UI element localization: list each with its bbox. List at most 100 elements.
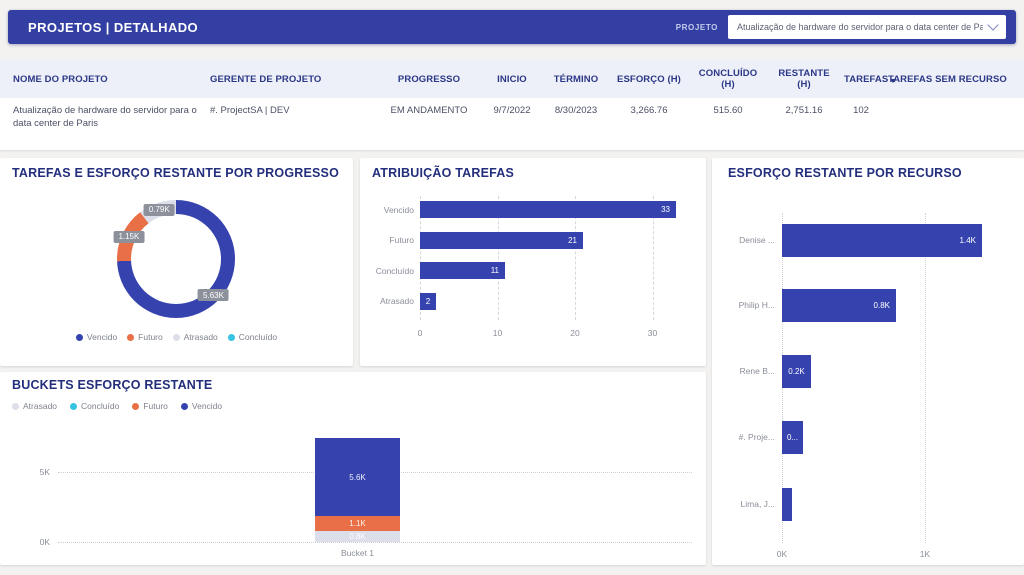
column-header[interactable]: NOME DO PROJETO xyxy=(13,73,108,85)
category-label: #. Proje... xyxy=(738,432,775,442)
bar[interactable] xyxy=(420,201,676,218)
bar-value-label: 0.8K xyxy=(873,300,890,310)
category-label: Philip H... xyxy=(738,300,775,310)
donut-hole xyxy=(131,214,221,304)
bar[interactable] xyxy=(782,420,803,454)
legend-label: Futuro xyxy=(143,401,168,411)
legend-item[interactable]: Vencido xyxy=(75,332,118,342)
legend-item[interactable]: Vencido xyxy=(180,401,223,411)
column-header[interactable]: ESFORÇO (H) xyxy=(617,73,681,85)
card-atribuicao-tarefas: ATRIBUIÇÃO TAREFAS Vencido 33 Futuro 21 Conc… xyxy=(360,158,706,366)
table-row[interactable]: Atualização de hardware do servidor para… xyxy=(0,98,1024,131)
gridline xyxy=(925,213,926,543)
bar-value-label: 0.8K xyxy=(349,532,366,541)
gridline xyxy=(575,196,576,320)
bar[interactable] xyxy=(420,231,583,249)
column-header[interactable]: RESTANTE (H) xyxy=(778,68,830,90)
column-header[interactable]: PROGRESSO xyxy=(397,73,461,85)
legend-dot-icon xyxy=(172,333,180,341)
category-label: Lima, J... xyxy=(740,499,775,509)
legend-dot-icon xyxy=(70,402,78,410)
page-title: PROJETOS | DETALHADO xyxy=(28,19,199,35)
legend-item[interactable]: Atrasado xyxy=(172,332,218,342)
table-cell: Atualização de hardware do servidor para… xyxy=(13,105,197,129)
card-title: TAREFAS E ESFORÇO RESTANTE POR PROGRESSO xyxy=(12,166,340,180)
axis-tick-label: 0K xyxy=(776,549,788,559)
card-title: ATRIBUIÇÃO TAREFAS xyxy=(372,166,515,180)
table-header-row: NOME DO PROJETO GERENTE DE PROJETO PROGRES… xyxy=(0,60,1024,98)
column-header[interactable]: TAREFAS xyxy=(844,73,889,85)
bar[interactable] xyxy=(420,262,505,279)
column-header[interactable]: GERENTE DE PROJETO xyxy=(210,73,322,85)
legend-label: Vencido xyxy=(86,332,118,342)
legend-dot-icon xyxy=(180,402,188,410)
sort-descending-icon xyxy=(890,78,896,83)
axis-tick-label: 20 xyxy=(570,328,580,338)
data-label: 1.15K xyxy=(113,230,145,243)
legend-label: Atrasado xyxy=(183,332,218,342)
bar-value-label: 5.6K xyxy=(349,472,366,482)
legend-dot-icon xyxy=(227,333,235,341)
category-label: Denise ... xyxy=(739,235,775,245)
legend-dot-icon xyxy=(75,333,83,341)
bar[interactable] xyxy=(782,288,896,322)
project-filter: PROJETO Atualização de hardware do servi… xyxy=(676,15,1006,39)
table-cell: 515.60 xyxy=(713,105,743,116)
bar-value-label: 1.4K xyxy=(959,235,976,245)
stacked-bar-segment[interactable] xyxy=(315,531,400,542)
legend-label: Atrasado xyxy=(23,401,58,411)
bar[interactable] xyxy=(420,292,436,310)
legend-dot-icon xyxy=(132,402,140,410)
legend-dot-icon xyxy=(127,333,135,341)
bar-value-label: 0.2K xyxy=(788,366,805,376)
legend-item[interactable]: Concluído xyxy=(70,401,119,411)
donut-legend: Vencido Futuro Atrasado Concluído xyxy=(0,332,353,342)
legend-item[interactable]: Concluído xyxy=(227,332,278,342)
gridline xyxy=(652,196,654,320)
card-esforco-restante-recurso: ESFORÇO RESTANTE POR RECURSO Denise ... 1… xyxy=(712,158,1024,565)
axis-tick-label: 10 xyxy=(492,328,503,338)
legend-item[interactable]: Futuro xyxy=(127,332,163,342)
table-cell: 9/7/2022 xyxy=(493,105,531,116)
stacked-bar-segment[interactable] xyxy=(315,516,400,531)
project-filter-label: PROJETO xyxy=(675,22,718,32)
bar-value-label: 0... xyxy=(786,432,799,442)
bar-value-label: 33 xyxy=(661,205,670,214)
axis-tick-label: 0 xyxy=(417,328,423,338)
table-cell: 8/30/2023 xyxy=(554,105,598,116)
card-buckets-esforco-restante: BUCKETS ESFORÇO RESTANTE Atrasado Concluí… xyxy=(0,372,706,565)
legend-label: Vencido xyxy=(191,401,223,411)
project-dropdown[interactable]: Atualização de hardware do servidor para… xyxy=(728,15,1006,39)
bar-value-label: 21 xyxy=(568,235,577,245)
header-bar: PROJETOS | DETALHADO PROJETO Atualização… xyxy=(8,10,1016,44)
column-header[interactable]: TÉRMINO xyxy=(553,73,599,85)
axis-tick-label: 5K xyxy=(39,467,50,477)
table-cell: EM ANDAMENTO xyxy=(390,105,468,116)
legend-item[interactable]: Futuro xyxy=(132,401,168,411)
axis-tick-label: 0K xyxy=(39,537,50,547)
category-label: Bucket 1 xyxy=(340,548,375,558)
bar[interactable] xyxy=(782,354,811,388)
gridline xyxy=(497,196,499,320)
bar[interactable] xyxy=(782,487,792,521)
buckets-legend: Atrasado Concluído Futuro Vencido xyxy=(12,401,222,411)
category-label: Rene B... xyxy=(739,366,775,376)
legend-label: Concluído xyxy=(238,332,278,342)
bar[interactable] xyxy=(782,223,982,257)
column-header[interactable]: CONCLUÍDO (H) xyxy=(698,68,758,90)
column-header[interactable]: INICIO xyxy=(497,73,527,85)
card-title: ESFORÇO RESTANTE POR RECURSO xyxy=(728,166,962,180)
data-label: 0.79K xyxy=(143,203,175,216)
bar-value-label: 2 xyxy=(425,296,431,306)
bar-value-label: 1.1K xyxy=(349,519,366,528)
table-cell xyxy=(883,98,1024,105)
stacked-bar-segment[interactable] xyxy=(315,438,400,516)
legend-item[interactable]: Atrasado xyxy=(12,401,57,411)
gridline xyxy=(58,542,692,543)
legend-label: Futuro xyxy=(138,332,163,342)
legend-label: Concluído xyxy=(81,401,120,411)
column-header[interactable]: TAREFAS SEM RECURSO xyxy=(888,73,1007,85)
gridline xyxy=(420,196,421,320)
card-tarefas-esforco-progresso: TAREFAS E ESFORÇO RESTANTE POR PROGRESSO… xyxy=(0,158,353,366)
card-title: BUCKETS ESFORÇO RESTANTE xyxy=(12,378,213,392)
